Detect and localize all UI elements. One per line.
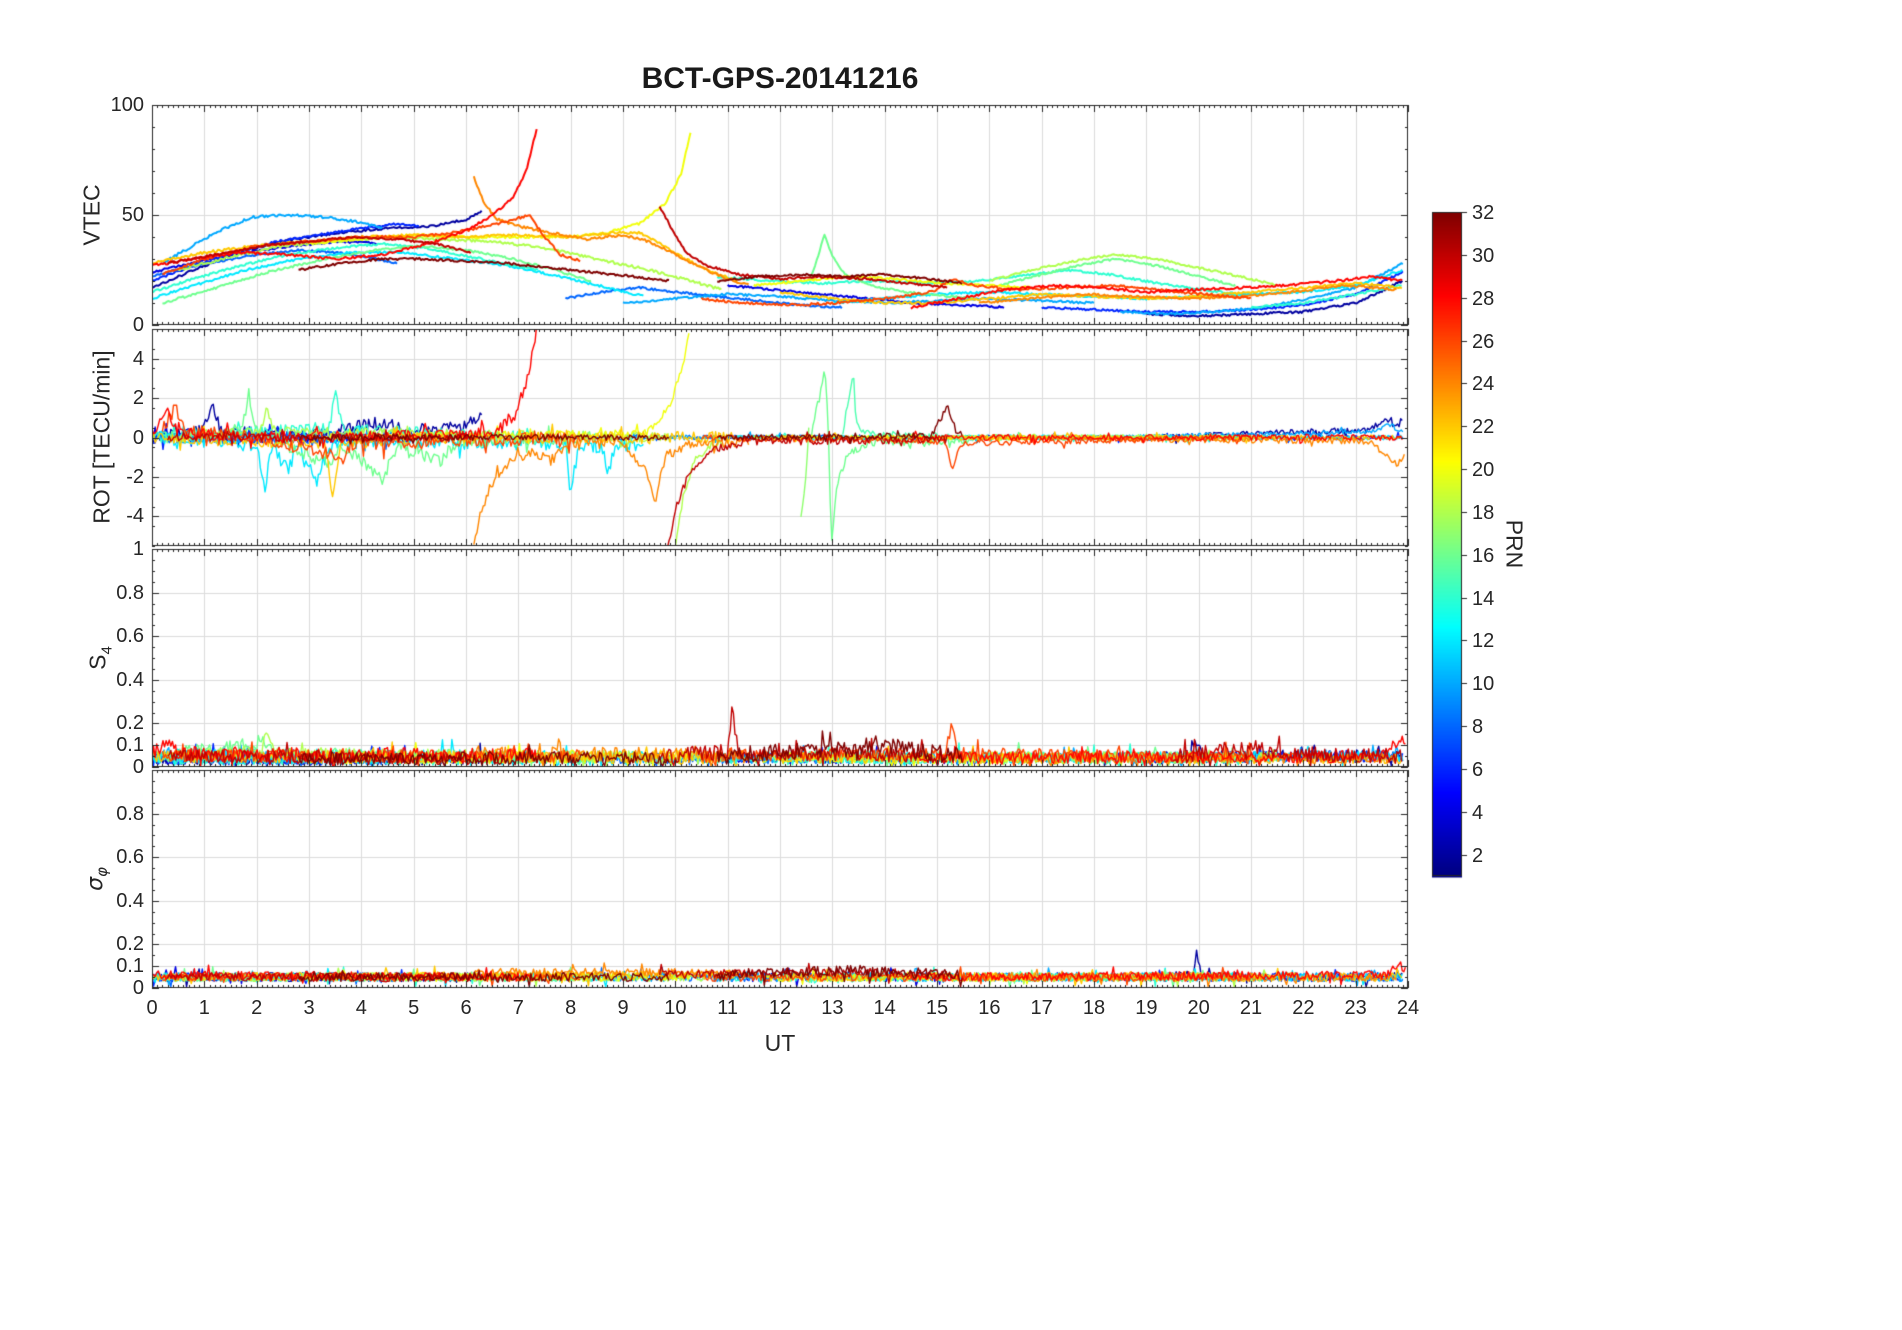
x-tick-label: 15 <box>925 997 949 1019</box>
x-tick-label: 17 <box>1030 997 1053 1019</box>
y-tick-label: 2 <box>132 387 144 410</box>
x-tick-label: 1 <box>198 997 210 1019</box>
x-tick-label: 2 <box>251 997 263 1019</box>
y-tick-label: 0 <box>132 756 144 778</box>
x-tick-label: 22 <box>1292 997 1315 1019</box>
colorbar-tick-label: 24 <box>1472 372 1495 395</box>
colorbar-tick-label: 12 <box>1472 629 1495 652</box>
colorbar-tick-label: 2 <box>1472 844 1484 867</box>
colorbar-tick-label: 10 <box>1472 672 1495 695</box>
colorbar-tick-label: 16 <box>1472 544 1495 567</box>
colorbar-tick-label: 18 <box>1472 501 1495 524</box>
y-tick-label: 0.6 <box>116 846 144 869</box>
colorbar-tick-label: 26 <box>1472 330 1495 353</box>
colorbar-tick-label: 14 <box>1472 587 1495 610</box>
ylabel-vtec: VTEC <box>78 184 105 246</box>
colorbar-tick-label: 4 <box>1472 801 1484 824</box>
y-tick-label: 0 <box>132 314 144 336</box>
x-tick-label: 13 <box>821 997 844 1019</box>
x-tick-label: 23 <box>1344 997 1367 1019</box>
ylabel-s4: S4 <box>85 646 116 670</box>
x-tick-label: 3 <box>303 997 315 1019</box>
s4-sub: 4 <box>98 646 116 655</box>
x-tick-label: 4 <box>355 997 367 1019</box>
x-tick-label: 12 <box>768 997 792 1019</box>
colorbar-label: PRN <box>1501 519 1528 569</box>
x-tick-label: 10 <box>664 997 687 1019</box>
x-tick-label: 18 <box>1082 997 1106 1019</box>
y-tick-label: 0 <box>132 977 144 999</box>
colorbar-tick-label: 8 <box>1472 715 1484 738</box>
y-tick-label: 0.1 <box>116 734 144 757</box>
plot-title: BCT-GPS-20141216 <box>641 62 919 95</box>
sigma-sub: φ <box>93 867 112 877</box>
y-tick-label: 0.1 <box>116 955 144 978</box>
y-tick-label: 0.2 <box>116 712 144 735</box>
x-tick-label: 20 <box>1187 997 1210 1019</box>
y-tick-label: 1 <box>132 538 144 560</box>
x-tick-label: 0 <box>146 997 158 1019</box>
s4-base: S <box>84 654 111 670</box>
x-tick-label: 24 <box>1396 997 1420 1019</box>
y-tick-label: 0.8 <box>116 581 144 604</box>
y-tick-label: 100 <box>110 94 144 116</box>
colorbar-tick-label: 20 <box>1472 458 1495 481</box>
y-tick-label: 4 <box>132 347 144 370</box>
x-tick-label: 16 <box>978 997 1001 1019</box>
ylabel-rot: ROT [TECU/min] <box>88 350 115 524</box>
y-tick-label: 0.4 <box>116 668 144 691</box>
x-tick-label: 8 <box>565 997 577 1019</box>
colorbar-tick-label: 22 <box>1472 415 1495 438</box>
x-tick-label: 11 <box>717 997 739 1019</box>
x-tick-label: 9 <box>617 997 629 1019</box>
colorbar-tick-label: 32 <box>1472 201 1495 224</box>
colorbar-tick-label: 6 <box>1472 758 1484 781</box>
y-tick-label: -2 <box>126 465 144 488</box>
y-tick-label: -4 <box>126 505 144 528</box>
colorbar-tick-label: 30 <box>1472 244 1495 267</box>
y-tick-label: 0.2 <box>116 933 144 956</box>
x-tick-label: 7 <box>512 997 524 1019</box>
y-tick-label: 0 <box>132 426 144 449</box>
sigma-base: σ <box>82 876 108 891</box>
ylabel-sigma-phi: σφ <box>83 867 111 891</box>
x-tick-label: 5 <box>408 997 420 1019</box>
y-tick-label: 0.6 <box>116 625 144 648</box>
xlabel-ut: UT <box>764 1030 796 1056</box>
x-tick-label: 19 <box>1135 997 1158 1019</box>
x-tick-label: 21 <box>1239 997 1263 1019</box>
x-tick-label: 6 <box>460 997 472 1019</box>
colorbar-tick-label: 28 <box>1472 287 1495 310</box>
y-tick-label: 0.8 <box>116 802 144 825</box>
x-tick-label: 14 <box>873 997 896 1019</box>
y-tick-label: 50 <box>121 204 144 226</box>
y-tick-label: 0.4 <box>116 889 144 912</box>
